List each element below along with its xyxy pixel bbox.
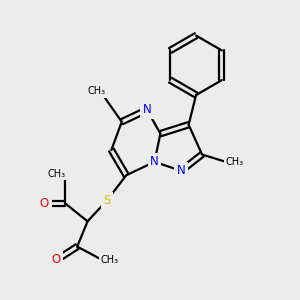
Text: CH₃: CH₃ xyxy=(226,157,244,167)
Text: N: N xyxy=(177,164,186,177)
Text: CH₃: CH₃ xyxy=(47,169,65,179)
Text: O: O xyxy=(52,254,61,266)
Text: CH₃: CH₃ xyxy=(87,86,106,96)
Text: N: N xyxy=(150,155,159,168)
Text: N: N xyxy=(143,103,152,116)
Text: CH₃: CH₃ xyxy=(101,255,119,265)
Text: S: S xyxy=(103,194,111,207)
Text: O: O xyxy=(40,197,49,210)
